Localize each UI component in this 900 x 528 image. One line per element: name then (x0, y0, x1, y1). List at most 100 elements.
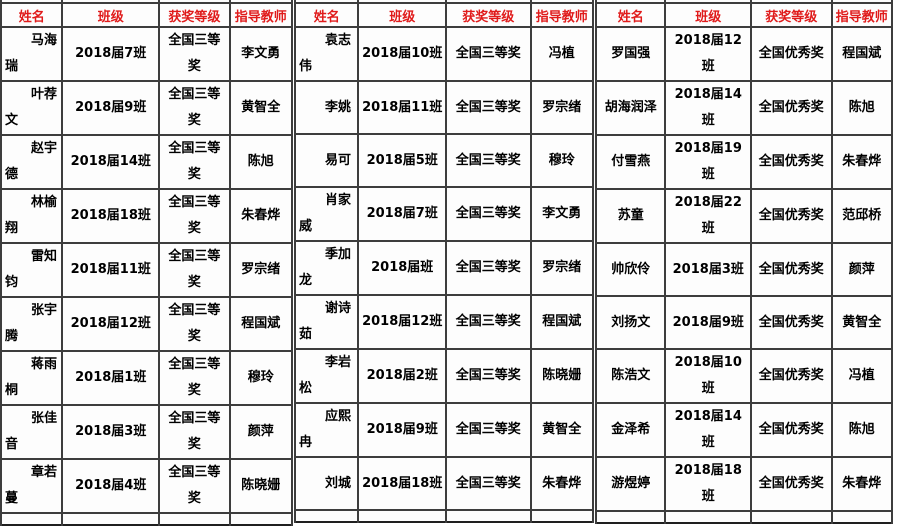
teacher-cell: 穆玲 (228, 350, 294, 406)
truncated-cell (0, 0, 64, 4)
teacher-cell: 罗宗绪 (529, 80, 595, 135)
header-cell-award: 获奖等级 (158, 2, 231, 28)
name-cell: 张佳音 (0, 404, 64, 460)
class-cell: 2018届14班 (664, 402, 753, 458)
teacher-cell: 冯植 (529, 26, 595, 82)
teacher-cell: 穆玲 (529, 133, 595, 188)
table-row: 林榆翔 2018届18班 全国三等奖 朱春烨 (0, 188, 294, 244)
class-cell: 2018届19班 (664, 134, 753, 190)
teacher-cell: 罗宗绪 (228, 242, 294, 298)
award-cell: 全国优秀奖 (750, 80, 833, 136)
header-cell-class: 班级 (61, 2, 161, 28)
truncated-cell (357, 509, 447, 522)
truncated-cell (158, 0, 231, 4)
header-row: 姓名 班级 获奖等级 指导教师 (594, 2, 894, 28)
table-row: 叶荐文 2018届9班 全国三等奖 黄智全 (0, 80, 294, 136)
class-cell: 2018届7班 (357, 186, 447, 242)
teacher-cell: 颜萍 (830, 242, 894, 297)
award-cell: 全国优秀奖 (750, 26, 833, 82)
award-cell: 全国优秀奖 (750, 295, 833, 350)
name-cell: 蒋雨桐 (0, 350, 64, 406)
teacher-cell: 陈晓姗 (529, 348, 595, 404)
award-cell: 全国三等奖 (158, 242, 231, 298)
name-cell: 刘扬文 (594, 295, 667, 350)
teacher-cell: 黄智全 (228, 80, 294, 136)
awards-table-group-2: 姓名 班级 获奖等级 指导教师 袁志伟 2018届10班全国三等奖 冯植 李姚 2018届11… (293, 0, 595, 523)
class-cell: 2018届18班 (664, 456, 753, 512)
teacher-cell: 朱春烨 (228, 188, 294, 244)
name-cell: 林榆翔 (0, 188, 64, 244)
award-cell: 全国三等奖 (158, 188, 231, 244)
table-row: 苏童 2018届22班 全国优秀奖 范邱桥 (594, 188, 894, 244)
award-cell: 全国三等奖 (445, 456, 532, 511)
header-cell-award: 获奖等级 (750, 2, 833, 28)
truncated-cell (529, 0, 595, 4)
table-row: 帅欣伶 2018届3班 全国优秀奖 颜萍 (594, 242, 894, 297)
class-cell: 2018届18班 (357, 456, 447, 511)
name-cell: 付雪燕 (594, 134, 667, 190)
truncated-cell (0, 512, 64, 525)
award-cell: 全国优秀奖 (750, 188, 833, 244)
award-cell: 全国三等奖 (158, 26, 231, 82)
truncated-cell (664, 510, 753, 523)
table-row: 蒋雨桐 2018届1班 全国三等奖 穆玲 (0, 350, 294, 406)
truncated-cell (61, 0, 161, 4)
header-cell-class: 班级 (357, 2, 447, 28)
table-row: 李姚 2018届11班 全国三等奖 罗宗绪 (293, 80, 595, 135)
name-cell: 刘城 (293, 456, 360, 511)
awards-table-group-1: 姓名 班级 获奖等级 指导教师 马海瑞 2018届7班 全国三等奖 李文勇 叶荐文 2018届9… (0, 0, 294, 526)
truncated-cell (830, 510, 894, 523)
truncated-row-bottom (293, 509, 595, 522)
header-cell-name: 姓名 (0, 2, 64, 28)
header-row: 姓名 班级 获奖等级 指导教师 (293, 2, 595, 28)
header-row: 姓名 班级 获奖等级 指导教师 (0, 2, 294, 28)
name-cell: 游煜婷 (594, 456, 667, 512)
class-cell: 2018届3班 (664, 242, 753, 297)
teacher-cell: 陈旭 (830, 402, 894, 458)
name-cell: 肖家威 (293, 186, 360, 242)
name-cell: 叶荐文 (0, 80, 64, 136)
name-cell: 苏童 (594, 188, 667, 244)
truncated-row-top (293, 0, 595, 4)
award-cell: 全国三等奖 (445, 186, 532, 242)
truncated-cell (293, 509, 360, 522)
name-cell: 罗国强 (594, 26, 667, 82)
class-cell: 2018届22班 (664, 188, 753, 244)
class-cell: 2018届18班 (61, 188, 161, 244)
award-cell: 全国优秀奖 (750, 348, 833, 404)
truncated-row-top (0, 0, 294, 4)
name-cell: 袁志伟 (293, 26, 360, 82)
award-cell: 全国三等奖 (445, 133, 532, 188)
teacher-cell: 李文勇 (529, 186, 595, 242)
class-cell: 2018届10班 (357, 26, 447, 82)
header-cell-teacher: 指导教师 (228, 2, 294, 28)
class-cell: 2018届4班 (61, 458, 161, 514)
name-cell: 马海瑞 (0, 26, 64, 82)
award-cell: 全国三等奖 (445, 240, 532, 296)
teacher-cell: 朱春烨 (830, 456, 894, 512)
class-cell: 2018届班 (357, 240, 447, 296)
teacher-cell: 陈晓姗 (228, 458, 294, 514)
name-cell: 易可 (293, 133, 360, 188)
table-row: 易可 2018届5班 全国三等奖 穆玲 (293, 133, 595, 188)
award-cell: 全国三等奖 (158, 134, 231, 190)
award-cell: 全国三等奖 (445, 294, 532, 350)
truncated-cell (228, 512, 294, 525)
truncated-cell (594, 0, 667, 4)
truncated-cell (158, 512, 231, 525)
table-row: 付雪燕 2018届19班 全国优秀奖 朱春烨 (594, 134, 894, 190)
table-row: 章若蔓 2018届4班 全国三等奖 陈晓姗 (0, 458, 294, 514)
class-cell: 2018届12班 (357, 294, 447, 350)
name-cell: 章若蔓 (0, 458, 64, 514)
award-cell: 全国三等奖 (158, 350, 231, 406)
name-cell: 谢诗茹 (293, 294, 360, 350)
table-row: 肖家威 2018届7班 全国三等奖 李文勇 (293, 186, 595, 242)
table-row: 赵宇德 2018届14班 全国三等奖 陈旭 (0, 134, 294, 190)
teacher-cell: 陈旭 (830, 80, 894, 136)
truncated-cell (61, 512, 161, 525)
class-cell: 2018届3班 (61, 404, 161, 460)
teacher-cell: 程国斌 (830, 26, 894, 82)
class-cell: 2018届2班 (357, 348, 447, 404)
name-cell: 帅欣伶 (594, 242, 667, 297)
